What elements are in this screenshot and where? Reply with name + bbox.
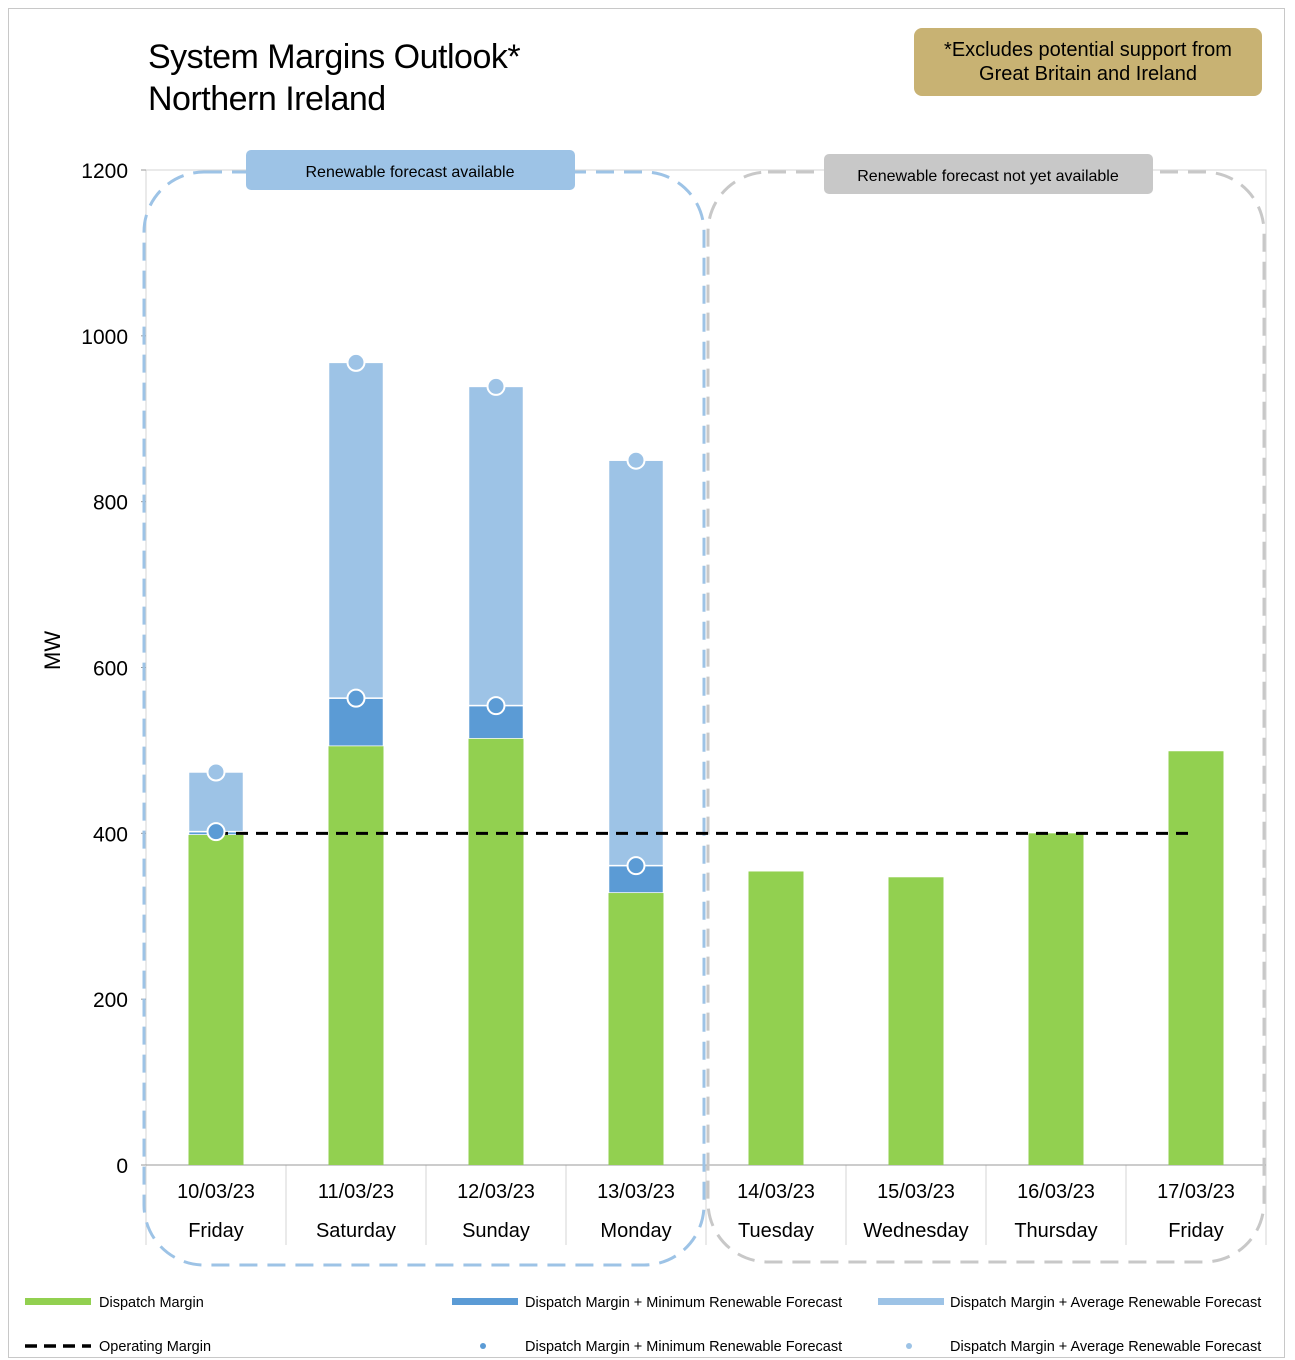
- bar-avg-renewable: [327, 361, 385, 699]
- marker-min-renewable: [486, 696, 506, 716]
- y-tick-label: 800: [93, 492, 128, 515]
- chart-frame: [8, 8, 1285, 1358]
- region-available-tag: [246, 150, 575, 190]
- legend-swatch-dispatch-margin: [25, 1298, 91, 1305]
- legend-swatch-avg-renewable-marker: [906, 1343, 912, 1349]
- marker-min-renewable: [626, 856, 646, 876]
- legend-swatch-min-renewable-marker: [480, 1343, 486, 1349]
- y-tick-label: 1200: [81, 160, 128, 183]
- legend-label: Operating Margin: [99, 1339, 211, 1355]
- legend-label: Dispatch Margin + Minimum Renewable Fore…: [525, 1339, 842, 1355]
- x-tick-label-date: 16/03/23: [1017, 1181, 1095, 1203]
- note-box: *Excludes potential support from Great B…: [914, 28, 1262, 96]
- chart-subtitle: Northern Ireland: [148, 80, 386, 118]
- y-tick-label: 1000: [81, 326, 128, 349]
- bar-dispatch-margin: [608, 893, 664, 1165]
- marker-avg-renewable: [486, 376, 506, 396]
- bar-avg-renewable: [607, 459, 665, 867]
- note-line-1: *Excludes potential support from: [944, 39, 1232, 61]
- marker-min-renewable: [206, 822, 226, 842]
- bar-dispatch-margin: [888, 877, 944, 1165]
- region-available-outline: [142, 170, 706, 1267]
- x-tick-label-day: Thursday: [1014, 1220, 1097, 1242]
- marker-min-renewable: [346, 688, 366, 708]
- note-line-2: Great Britain and Ireland: [979, 63, 1197, 85]
- chart-title: System Margins Outlook*: [148, 38, 521, 76]
- marker-avg-renewable: [626, 450, 646, 470]
- x-tick-label-day: Friday: [1168, 1220, 1224, 1242]
- x-tick-label-date: 12/03/23: [457, 1181, 535, 1203]
- bar-dispatch-margin: [468, 738, 524, 1165]
- x-tick-label-day: Friday: [188, 1220, 244, 1242]
- legend-label: Dispatch Margin + Average Renewable Fore…: [950, 1339, 1261, 1355]
- bar-dispatch-margin: [1028, 833, 1084, 1165]
- region-not-available-tag: [824, 154, 1153, 194]
- y-tick-label: 600: [93, 658, 128, 681]
- bar-dispatch-margin: [1168, 751, 1224, 1165]
- legend-swatch-avg-renewable: [878, 1298, 944, 1305]
- region-not-available-label: Renewable forecast not yet available: [857, 168, 1119, 185]
- bar-dispatch-margin: [748, 871, 804, 1165]
- y-tick-label: 0: [116, 1155, 128, 1178]
- legend-label: Dispatch Margin: [99, 1295, 204, 1311]
- marker-avg-renewable: [206, 762, 226, 782]
- y-tick-label: 200: [93, 989, 128, 1012]
- legend-label: Dispatch Margin + Average Renewable Fore…: [950, 1295, 1261, 1311]
- bar-dispatch-margin: [188, 834, 244, 1165]
- y-tick-label: 400: [93, 823, 128, 846]
- region-available-label: Renewable forecast available: [305, 164, 514, 181]
- x-tick-label-day: Saturday: [316, 1220, 396, 1242]
- marker-avg-renewable: [346, 352, 366, 372]
- x-tick-label-day: Wednesday: [863, 1220, 968, 1242]
- bar-avg-renewable: [467, 385, 525, 707]
- x-tick-label-date: 11/03/23: [318, 1181, 394, 1203]
- region-not-available-outline: [706, 170, 1266, 1264]
- x-tick-label-day: Monday: [600, 1220, 671, 1242]
- x-tick-label-day: Sunday: [462, 1220, 530, 1242]
- x-tick-label-date: 13/03/23: [597, 1181, 675, 1203]
- x-tick-label-date: 10/03/23: [177, 1181, 255, 1203]
- legend-label: Dispatch Margin + Minimum Renewable Fore…: [525, 1295, 842, 1311]
- plot-area: [145, 169, 1267, 1166]
- x-tick-label-day: Tuesday: [738, 1220, 814, 1242]
- x-tick-label-date: 14/03/23: [737, 1181, 815, 1203]
- bar-dispatch-margin: [328, 746, 384, 1165]
- x-tick-label-date: 15/03/23: [877, 1181, 955, 1203]
- x-tick-label-date: 17/03/23: [1157, 1181, 1235, 1203]
- legend-swatch-min-renewable: [452, 1298, 518, 1305]
